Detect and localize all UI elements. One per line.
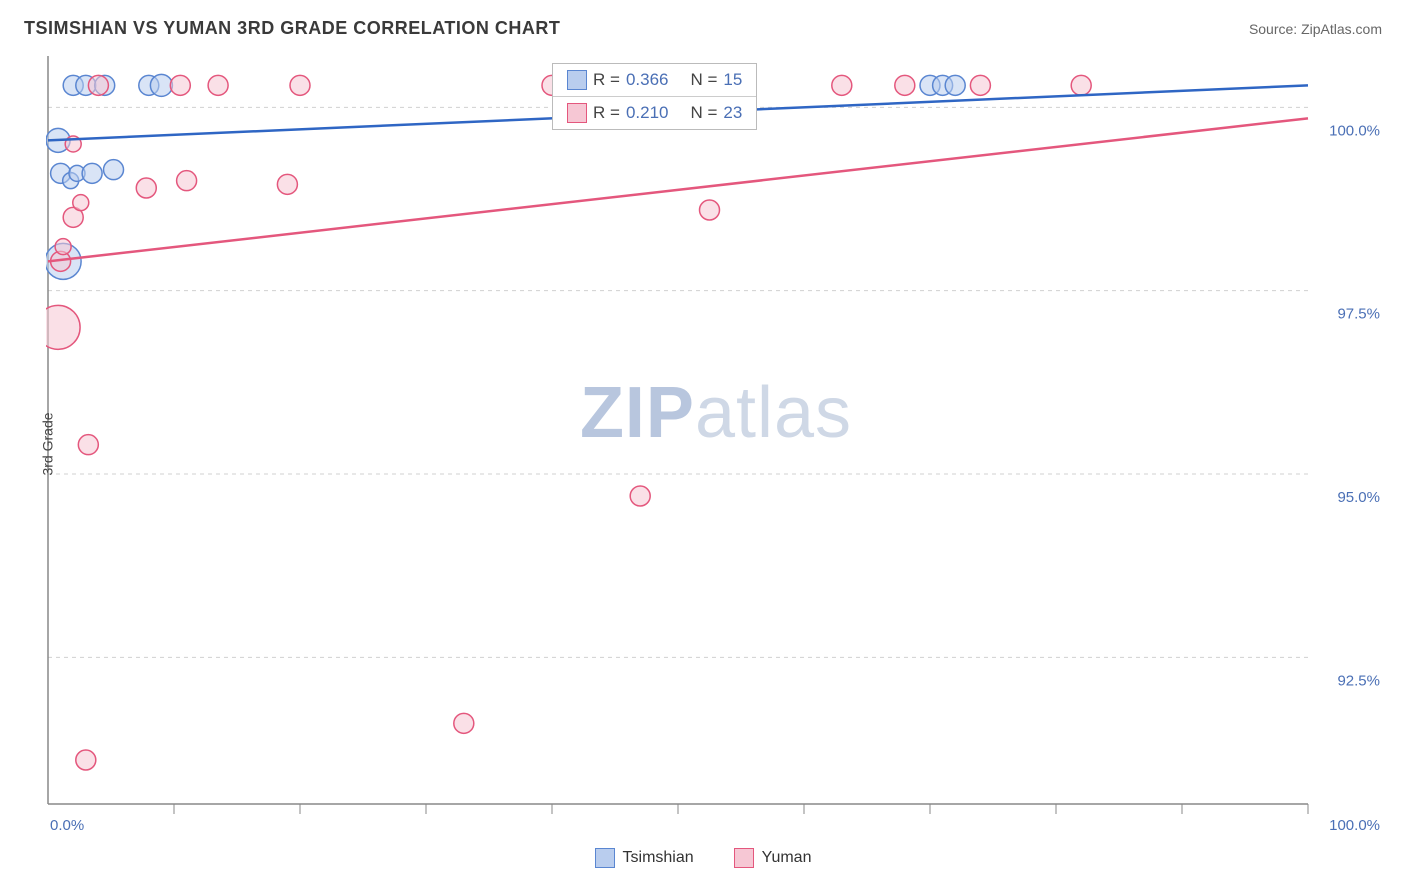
legend-r-value: 0.366 bbox=[626, 70, 669, 90]
data-point bbox=[170, 75, 190, 95]
legend-swatch bbox=[734, 848, 754, 868]
data-point bbox=[78, 435, 98, 455]
data-point bbox=[277, 174, 297, 194]
data-point bbox=[832, 75, 852, 95]
series-legend: Tsimshian Yuman bbox=[0, 848, 1406, 868]
legend-n-value: 15 bbox=[723, 70, 742, 90]
data-point bbox=[945, 75, 965, 95]
series-legend-item: Yuman bbox=[734, 848, 812, 868]
data-point bbox=[46, 305, 80, 349]
legend-r-label: R = bbox=[593, 103, 620, 123]
data-point bbox=[104, 160, 124, 180]
data-point bbox=[177, 171, 197, 191]
data-point bbox=[150, 74, 172, 96]
legend-swatch bbox=[567, 103, 587, 123]
data-point bbox=[1071, 75, 1091, 95]
svg-text:0.0%: 0.0% bbox=[50, 817, 84, 834]
data-point bbox=[136, 178, 156, 198]
data-point bbox=[454, 713, 474, 733]
svg-text:92.5%: 92.5% bbox=[1337, 672, 1380, 689]
legend-r-value: 0.210 bbox=[626, 103, 669, 123]
stats-legend-row: R = 0.366 N = 15 bbox=[553, 64, 756, 96]
series-legend-label: Yuman bbox=[762, 849, 812, 867]
series-legend-item: Tsimshian bbox=[595, 848, 694, 868]
data-point bbox=[82, 163, 102, 183]
y-axis-label: 3rd Grade bbox=[40, 412, 56, 475]
stats-legend: R = 0.366 N = 15 R = 0.210 N = 23 bbox=[552, 63, 757, 130]
data-point bbox=[76, 750, 96, 770]
data-point bbox=[208, 75, 228, 95]
svg-text:95.0%: 95.0% bbox=[1337, 489, 1380, 506]
legend-r-label: R = bbox=[593, 70, 620, 90]
data-point bbox=[970, 75, 990, 95]
legend-n-label: N = bbox=[690, 70, 717, 90]
chart-header: TSIMSHIAN VS YUMAN 3RD GRADE CORRELATION… bbox=[24, 18, 1382, 39]
trend-line bbox=[48, 118, 1308, 261]
scatter-chart: 92.5% 95.0% 97.5% 100.0% 0.0% 100.0% bbox=[46, 54, 1386, 834]
series-legend-label: Tsimshian bbox=[623, 849, 694, 867]
data-point bbox=[630, 486, 650, 506]
source-label: Source: ZipAtlas.com bbox=[1249, 21, 1382, 37]
data-point bbox=[700, 200, 720, 220]
svg-text:100.0%: 100.0% bbox=[1329, 122, 1380, 139]
data-point bbox=[73, 195, 89, 211]
legend-n-label: N = bbox=[690, 103, 717, 123]
legend-swatch bbox=[567, 70, 587, 90]
data-point bbox=[895, 75, 915, 95]
data-point bbox=[88, 75, 108, 95]
plot-area: 3rd Grade ZIPatlas 92.5%95.0%97.5%100.0%… bbox=[46, 54, 1386, 834]
svg-text:100.0%: 100.0% bbox=[1329, 817, 1380, 834]
stats-legend-row: R = 0.210 N = 23 bbox=[553, 96, 756, 129]
legend-n-value: 23 bbox=[723, 103, 742, 123]
svg-text:97.5%: 97.5% bbox=[1337, 306, 1380, 323]
data-point bbox=[290, 75, 310, 95]
data-point bbox=[55, 239, 71, 255]
legend-swatch bbox=[595, 848, 615, 868]
chart-title: TSIMSHIAN VS YUMAN 3RD GRADE CORRELATION… bbox=[24, 18, 560, 39]
